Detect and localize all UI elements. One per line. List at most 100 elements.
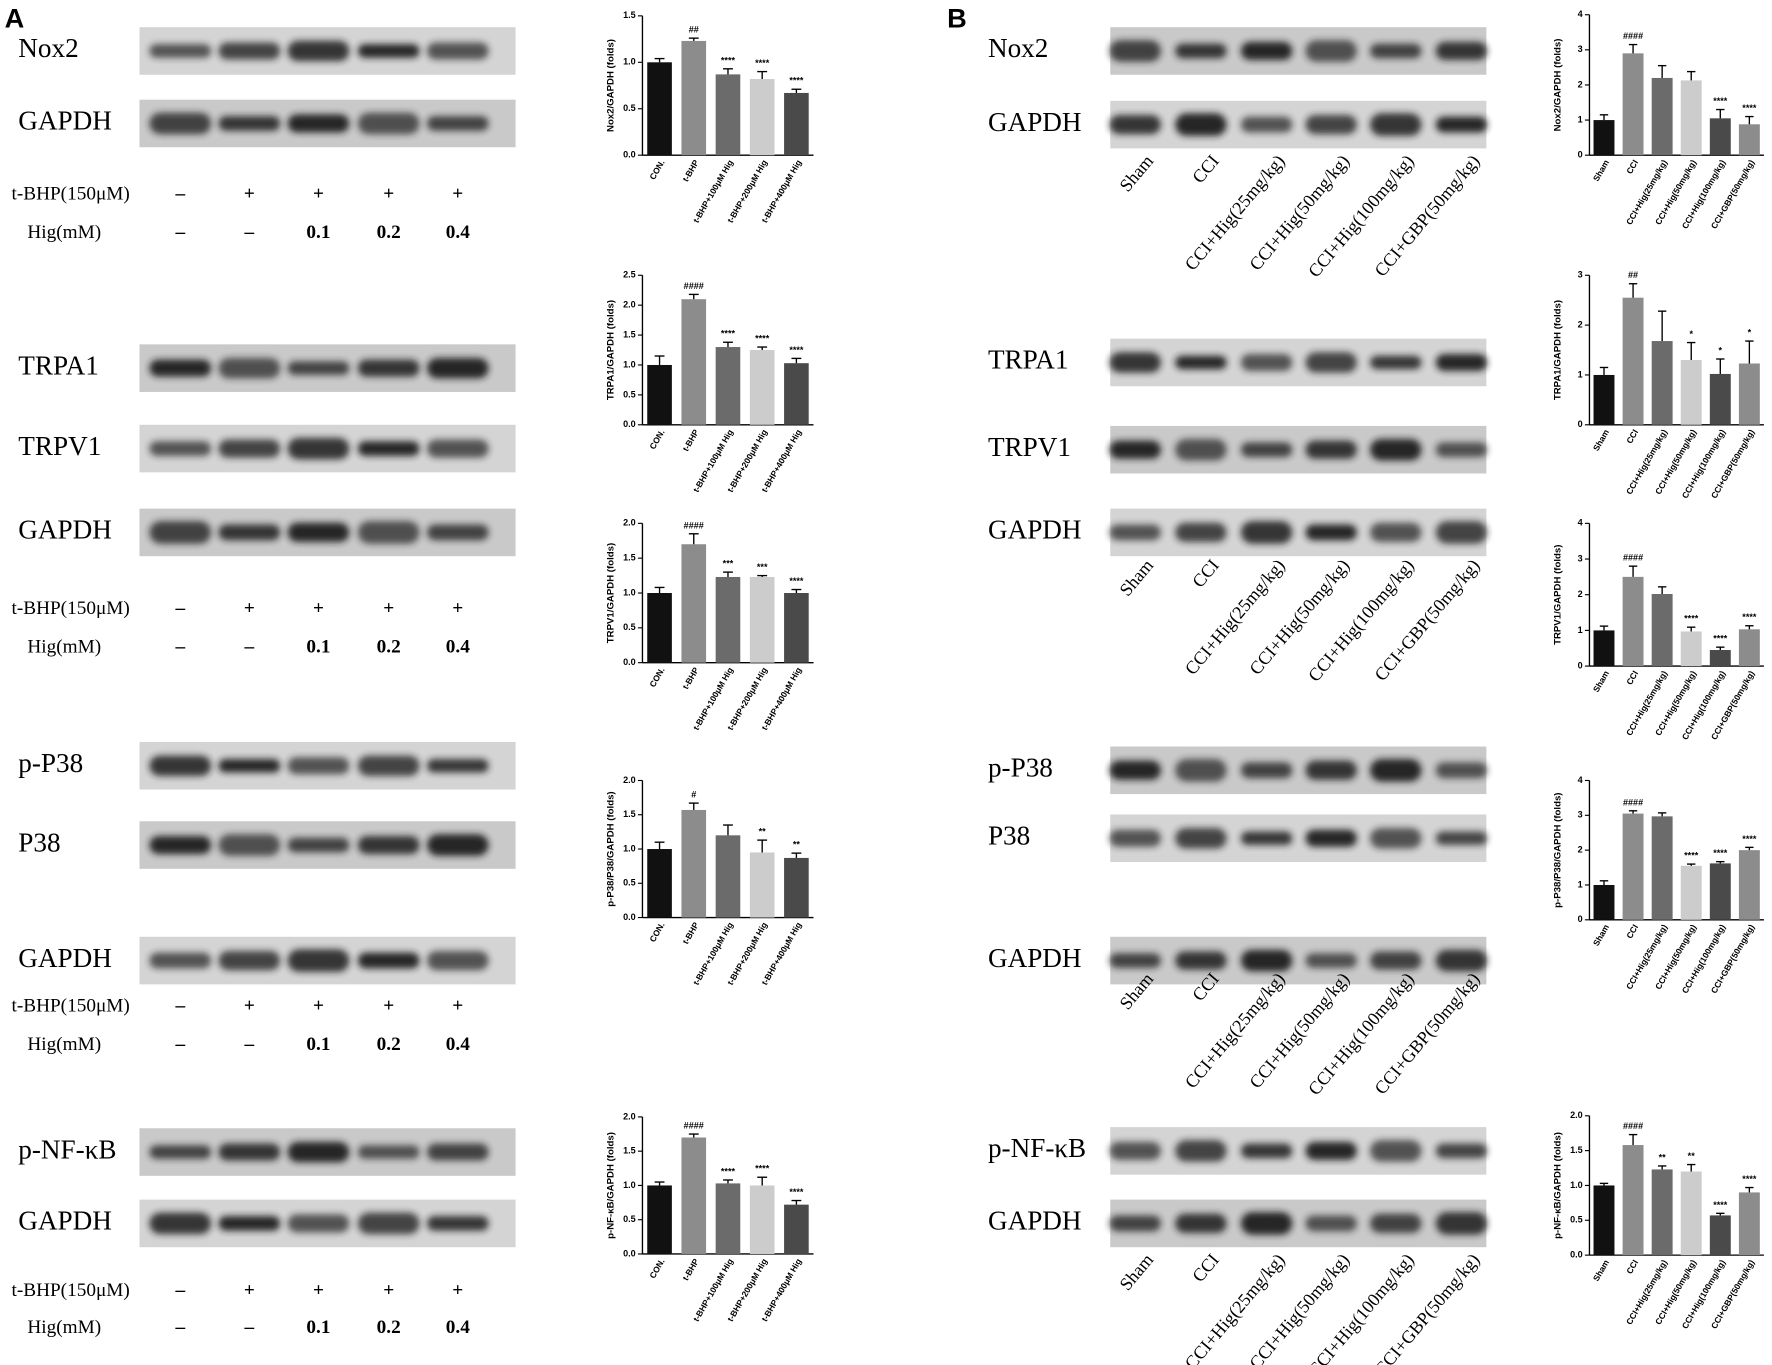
blot-band <box>149 441 212 456</box>
y-tick-label: 1 <box>1578 114 1583 124</box>
blot-label: TRPV1 <box>18 431 101 461</box>
y-tick-label: 1.0 <box>623 1180 636 1190</box>
blot-band <box>1370 828 1422 849</box>
significance: * <box>1689 329 1693 339</box>
blot-band <box>218 758 281 773</box>
blot-band <box>1109 40 1161 62</box>
blot-band <box>218 950 281 971</box>
bar <box>715 1183 741 1254</box>
bar <box>647 1185 672 1254</box>
y-tick-label: 1.0 <box>623 57 636 67</box>
significance: **** <box>1742 1174 1757 1184</box>
blot-band <box>149 44 212 58</box>
significance: ** <box>1659 1152 1667 1162</box>
blot-band <box>1370 1140 1422 1162</box>
treatment-value: 0.4 <box>446 1317 470 1338</box>
treatment-label: t-BHP(150μM) <box>11 598 129 619</box>
blot-band <box>1109 953 1161 968</box>
bar <box>715 74 741 156</box>
treatment-value: – <box>174 1317 185 1338</box>
blot <box>1110 746 1487 795</box>
significance: *** <box>757 562 768 572</box>
y-tick-label: 4 <box>1578 775 1583 785</box>
x-tick-label: CON. <box>647 1257 666 1280</box>
y-tick-label: 0 <box>1578 150 1583 160</box>
bar <box>715 347 741 425</box>
blot-band <box>287 522 350 543</box>
blot-band <box>1435 1143 1488 1159</box>
blot-band <box>1370 951 1422 970</box>
treatment-value: – <box>174 222 185 243</box>
blot-band <box>1240 949 1293 972</box>
bar <box>647 364 672 425</box>
y-tick-label: 2.0 <box>623 518 636 528</box>
blot-band <box>357 1145 420 1159</box>
y-tick-label: 2 <box>1578 845 1583 855</box>
significance: **** <box>721 55 736 65</box>
y-axis-label: p-NF-κB/GAPDH (folds) <box>605 1132 616 1239</box>
treatment-value: – <box>244 1317 255 1338</box>
blot-band <box>1435 442 1488 458</box>
blot <box>1110 936 1487 985</box>
significance: **** <box>1713 848 1728 858</box>
blot-band <box>1370 355 1422 370</box>
blot-band <box>357 441 420 456</box>
significance: #### <box>1623 797 1643 807</box>
blot-band <box>357 952 420 969</box>
blot-band <box>426 357 489 379</box>
bar <box>1680 1171 1702 1256</box>
bar <box>749 350 775 425</box>
significance: **** <box>1684 614 1699 624</box>
treatment-value: 0.4 <box>446 1034 470 1055</box>
x-tick-label: t-BHP <box>680 665 701 691</box>
blot-band <box>1435 353 1488 371</box>
x-tick-label: CON. <box>647 158 666 181</box>
x-tick-label: t-BHP <box>680 427 701 453</box>
y-tick-label: 0 <box>1578 419 1583 429</box>
blot-label: TRPV1 <box>988 432 1071 462</box>
y-tick-label: 0 <box>1578 914 1583 924</box>
bar <box>681 299 707 425</box>
treatment-value: + <box>313 995 324 1016</box>
blot-band <box>1175 758 1227 782</box>
significance: ** <box>793 840 801 850</box>
y-axis-label: TRPA1/GAPDH (folds) <box>605 300 616 400</box>
bar <box>1651 1169 1673 1256</box>
treatment-value: + <box>383 598 394 619</box>
significance: #### <box>1623 553 1643 563</box>
blot-band <box>149 835 212 855</box>
bar <box>1680 865 1702 920</box>
significance: **** <box>789 76 804 86</box>
blot-band <box>426 524 489 541</box>
blot-band <box>1175 828 1227 849</box>
treatment-value: 0.2 <box>377 222 401 243</box>
y-tick-label: 2.5 <box>623 270 636 280</box>
y-axis-label: p-P38/P38/GAPDH (folds) <box>1552 792 1563 907</box>
bar <box>1709 1215 1731 1256</box>
treatment-value: + <box>383 1280 394 1301</box>
blot-band <box>426 834 489 856</box>
significance: #### <box>684 281 704 291</box>
blot-label: GAPDH <box>18 1206 112 1236</box>
bar <box>681 40 707 156</box>
y-tick-label: 1.5 <box>623 329 636 339</box>
blot-band <box>287 114 350 133</box>
blot-band <box>357 44 420 58</box>
blot-band <box>149 755 212 776</box>
treatment-value: + <box>244 1280 255 1301</box>
bar <box>1738 124 1760 156</box>
lane-label: Sham <box>1115 151 1157 195</box>
blot-label: GAPDH <box>988 107 1082 137</box>
x-tick-label: Sham <box>1591 922 1611 947</box>
x-tick-label: Sham <box>1591 427 1611 452</box>
bar <box>1738 629 1760 667</box>
x-tick-label: Sham <box>1591 1258 1611 1283</box>
blot-band <box>1240 762 1293 779</box>
blot-band <box>1305 440 1357 459</box>
blot-band <box>287 949 350 972</box>
blot-band <box>1109 440 1161 459</box>
bar <box>715 835 741 918</box>
y-axis-label: TRPV1/GAPDH (folds) <box>1552 545 1563 645</box>
bar <box>1622 576 1644 667</box>
blot <box>1110 1127 1487 1175</box>
